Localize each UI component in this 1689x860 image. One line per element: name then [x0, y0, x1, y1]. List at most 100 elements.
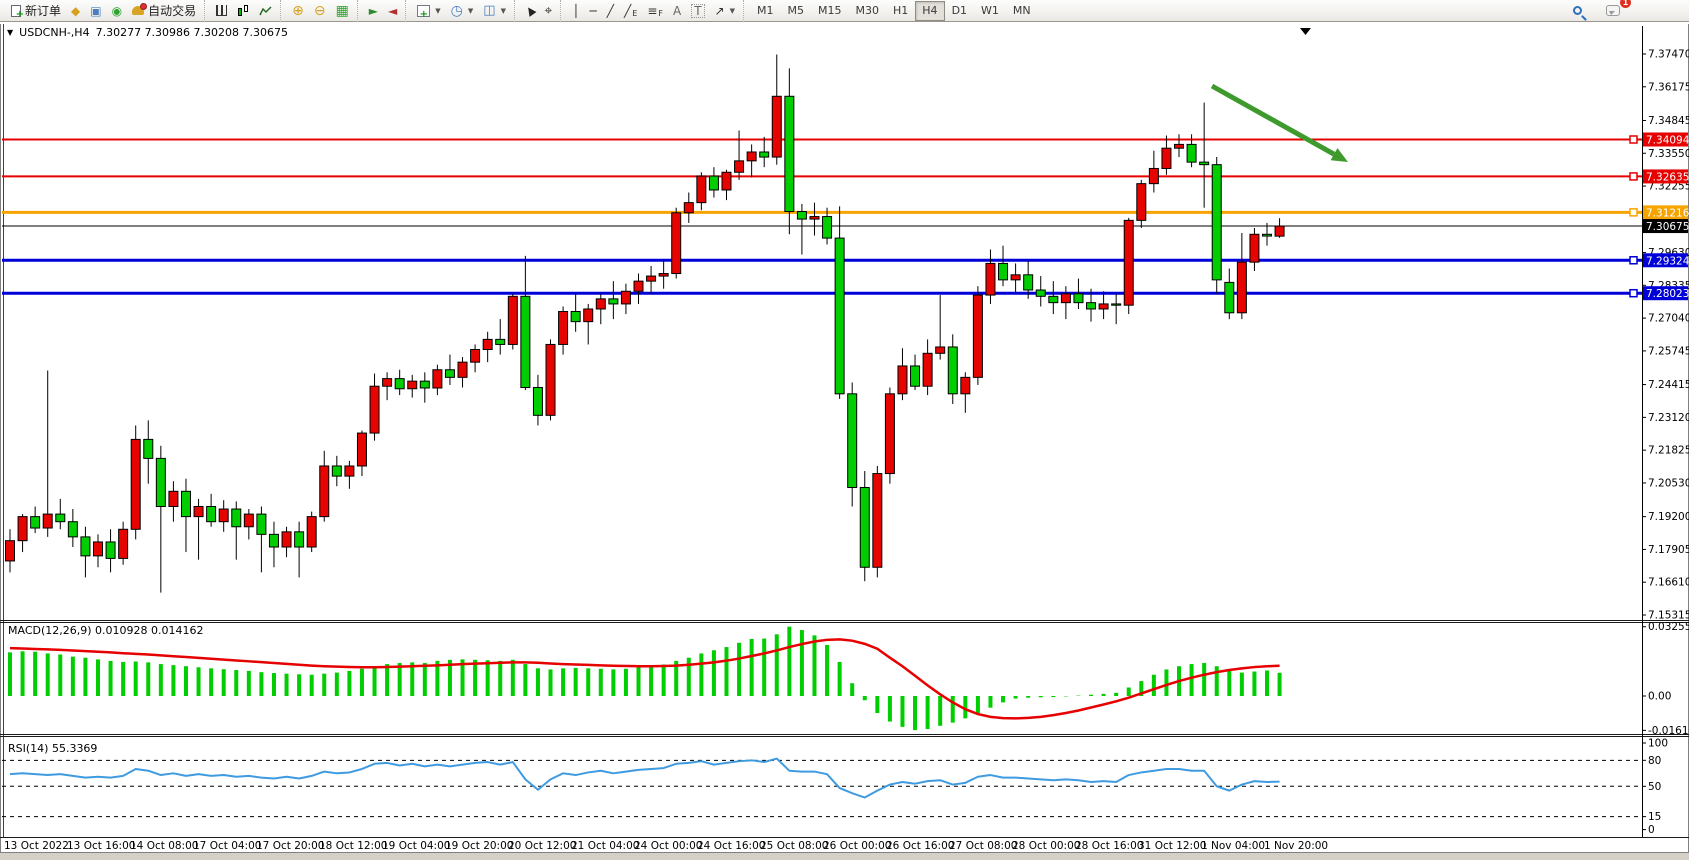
svg-text:31 Oct 12:00: 31 Oct 12:00	[1138, 840, 1206, 852]
candlestick-chart-button[interactable]	[232, 1, 254, 21]
label-icon: T	[691, 3, 705, 18]
timeframe-button-h4[interactable]: H4	[915, 0, 945, 21]
svg-text:28 Oct 16:00: 28 Oct 16:00	[1075, 840, 1143, 852]
zoom-out-button[interactable]: ⊖	[309, 1, 331, 21]
rsi-label: RSI(14) 55.3369	[8, 742, 97, 755]
auto-scroll-icon: ►	[368, 3, 379, 18]
cursor-icon: ▲	[522, 2, 538, 19]
svg-text:0.032551: 0.032551	[1648, 621, 1689, 633]
crosshair-button[interactable]: ⌖	[539, 1, 557, 21]
svg-text:21 Oct 04:00: 21 Oct 04:00	[571, 840, 639, 852]
label-button[interactable]: T	[686, 1, 709, 21]
new-order-icon: +	[11, 4, 24, 20]
window-menu-arrow-icon[interactable]	[1300, 28, 1311, 35]
svg-text:26 Oct 00:00: 26 Oct 00:00	[823, 840, 891, 852]
svg-text:7.34845: 7.34845	[1648, 115, 1689, 127]
svg-text:15: 15	[1648, 811, 1661, 823]
svg-text:7.29324: 7.29324	[1646, 255, 1689, 267]
periods-dropdown-icon: ▼	[467, 6, 474, 15]
trend-arrow-annotation[interactable]	[1210, 83, 1348, 162]
shapes-dropdown-icon: ▼	[729, 6, 735, 15]
indicators-dropdown-icon: ▼	[435, 6, 441, 15]
auto-scroll-button[interactable]: ►	[364, 1, 383, 21]
chart-title-dropdown-icon[interactable]: ▼	[7, 28, 14, 37]
toolbar-group-trade: + 新订单 ◆ ▣ ◉ 自动交易	[0, 0, 204, 22]
fibonacci-button[interactable]: ≡ F	[647, 3, 663, 19]
trendline-button[interactable]: ╱	[602, 1, 619, 21]
line-chart-button[interactable]	[254, 1, 277, 21]
candlestick-chart-icon	[237, 4, 249, 17]
data-window-icon: ▣	[90, 3, 102, 18]
svg-text:7.36175: 7.36175	[1648, 81, 1689, 93]
svg-text:7.16610: 7.16610	[1648, 577, 1689, 589]
timeframe-button-m15[interactable]: M15	[818, 4, 842, 17]
toolbar-group-objects: │ ─ ╱ ╱ E ≡ F A T ↗ ▼	[560, 0, 743, 22]
data-window-button[interactable]: ▣	[85, 1, 106, 21]
svg-text:7.17905: 7.17905	[1648, 544, 1689, 556]
timeframe-button-m1[interactable]: M1	[757, 4, 774, 17]
timeframe-button-m30[interactable]: M30	[855, 4, 880, 17]
timeframe-button-d1[interactable]: D1	[951, 4, 968, 17]
chat-icon	[1606, 5, 1620, 16]
macd-label: MACD(12,26,9) 0.010928 0.014162	[8, 624, 204, 637]
horizontal-lines: 7.34094 7.32635 7.31216 7.30675 7.29324 7.280…	[2, 132, 1689, 301]
crosshair-icon: ⌖	[544, 2, 553, 19]
svg-text:1 Nov 20:00: 1 Nov 20:00	[1264, 840, 1328, 852]
svg-text:7.28023: 7.28023	[1646, 288, 1689, 300]
chat-notification-badge: 1	[1620, 0, 1631, 8]
shapes-button[interactable]: ↗ ▼	[710, 1, 740, 21]
profiles-icon: ◆	[71, 3, 81, 18]
indicators-button[interactable]: + ▼	[412, 1, 445, 21]
svg-text:13 Oct 16:00: 13 Oct 16:00	[67, 840, 135, 852]
autotrading-button[interactable]: 自动交易	[127, 1, 201, 21]
templates-button[interactable]: ◫ ▼	[478, 1, 511, 21]
svg-text:19 Oct 04:00: 19 Oct 04:00	[382, 840, 450, 852]
timeframe-button-m5[interactable]: M5	[787, 4, 805, 17]
toolbar-right: 1	[1568, 0, 1689, 21]
rsi-pane: RSI(14) 55.3369 100 80 50 150	[2, 738, 1668, 836]
timeframe-button-h1[interactable]: H1	[893, 4, 909, 17]
chat-button[interactable]: 1	[1601, 0, 1631, 21]
vertical-line-icon: │	[572, 3, 580, 18]
periods-button[interactable]: ◷ ▼	[446, 1, 479, 21]
svg-text:7.31216: 7.31216	[1646, 207, 1689, 219]
autotrading-label: 自动交易	[148, 4, 197, 18]
profiles-button[interactable]: ◆	[66, 1, 85, 21]
cursor-button[interactable]: ▲	[521, 1, 539, 21]
chart-shift-icon: ◄	[388, 3, 398, 18]
main-toolbar: + 新订单 ◆ ▣ ◉ 自动交易 ⊕ ⊖ ▦ ► ◄	[0, 0, 1689, 22]
zoom-in-button[interactable]: ⊕	[287, 1, 309, 21]
svg-text:-0.016137: -0.016137	[1648, 725, 1689, 737]
bar-chart-button[interactable]	[211, 1, 232, 21]
templates-dropdown-icon: ▼	[500, 6, 506, 15]
pane-frame	[0, 24, 1689, 860]
navigator-button[interactable]: ◉	[107, 1, 127, 21]
svg-text:80: 80	[1648, 755, 1661, 767]
channel-button[interactable]: ╱ E	[624, 3, 638, 19]
svg-text:14 Oct 08:00: 14 Oct 08:00	[130, 840, 198, 852]
text-button[interactable]: A	[668, 1, 686, 21]
vertical-line-button[interactable]: │	[567, 1, 584, 21]
shapes-icon: ↗	[714, 3, 725, 18]
toolbar-group-dropdowns: + ▼ ◷ ▼ ◫ ▼	[405, 0, 514, 22]
horizontal-line-button[interactable]: ─	[585, 1, 602, 21]
svg-text:7.23120: 7.23120	[1648, 412, 1689, 424]
svg-text:17 Oct 20:00: 17 Oct 20:00	[256, 840, 324, 852]
tile-windows-button[interactable]: ▦	[331, 1, 354, 21]
horizontal-line-icon: ─	[589, 3, 597, 18]
svg-text:26 Oct 16:00: 26 Oct 16:00	[886, 840, 954, 852]
new-order-button[interactable]: + 新订单	[6, 1, 66, 21]
search-button[interactable]	[1568, 1, 1587, 21]
chart-shift-button[interactable]: ◄	[383, 1, 402, 21]
svg-text:7.33550: 7.33550	[1648, 148, 1689, 160]
svg-text:24 Oct 00:00: 24 Oct 00:00	[634, 840, 702, 852]
svg-text:7.24415: 7.24415	[1648, 379, 1689, 391]
svg-text:0: 0	[1648, 824, 1655, 836]
line-chart-icon	[259, 5, 272, 15]
timeframe-button-mn[interactable]: MN	[1012, 4, 1031, 17]
timeframe-button-w1[interactable]: W1	[981, 4, 999, 17]
svg-text:7.34094: 7.34094	[1646, 134, 1689, 146]
chart-canvas[interactable]: 7.374707.361757.348457.335507.322557.309…	[0, 22, 1689, 860]
svg-text:1 Nov 04:00: 1 Nov 04:00	[1201, 840, 1265, 852]
